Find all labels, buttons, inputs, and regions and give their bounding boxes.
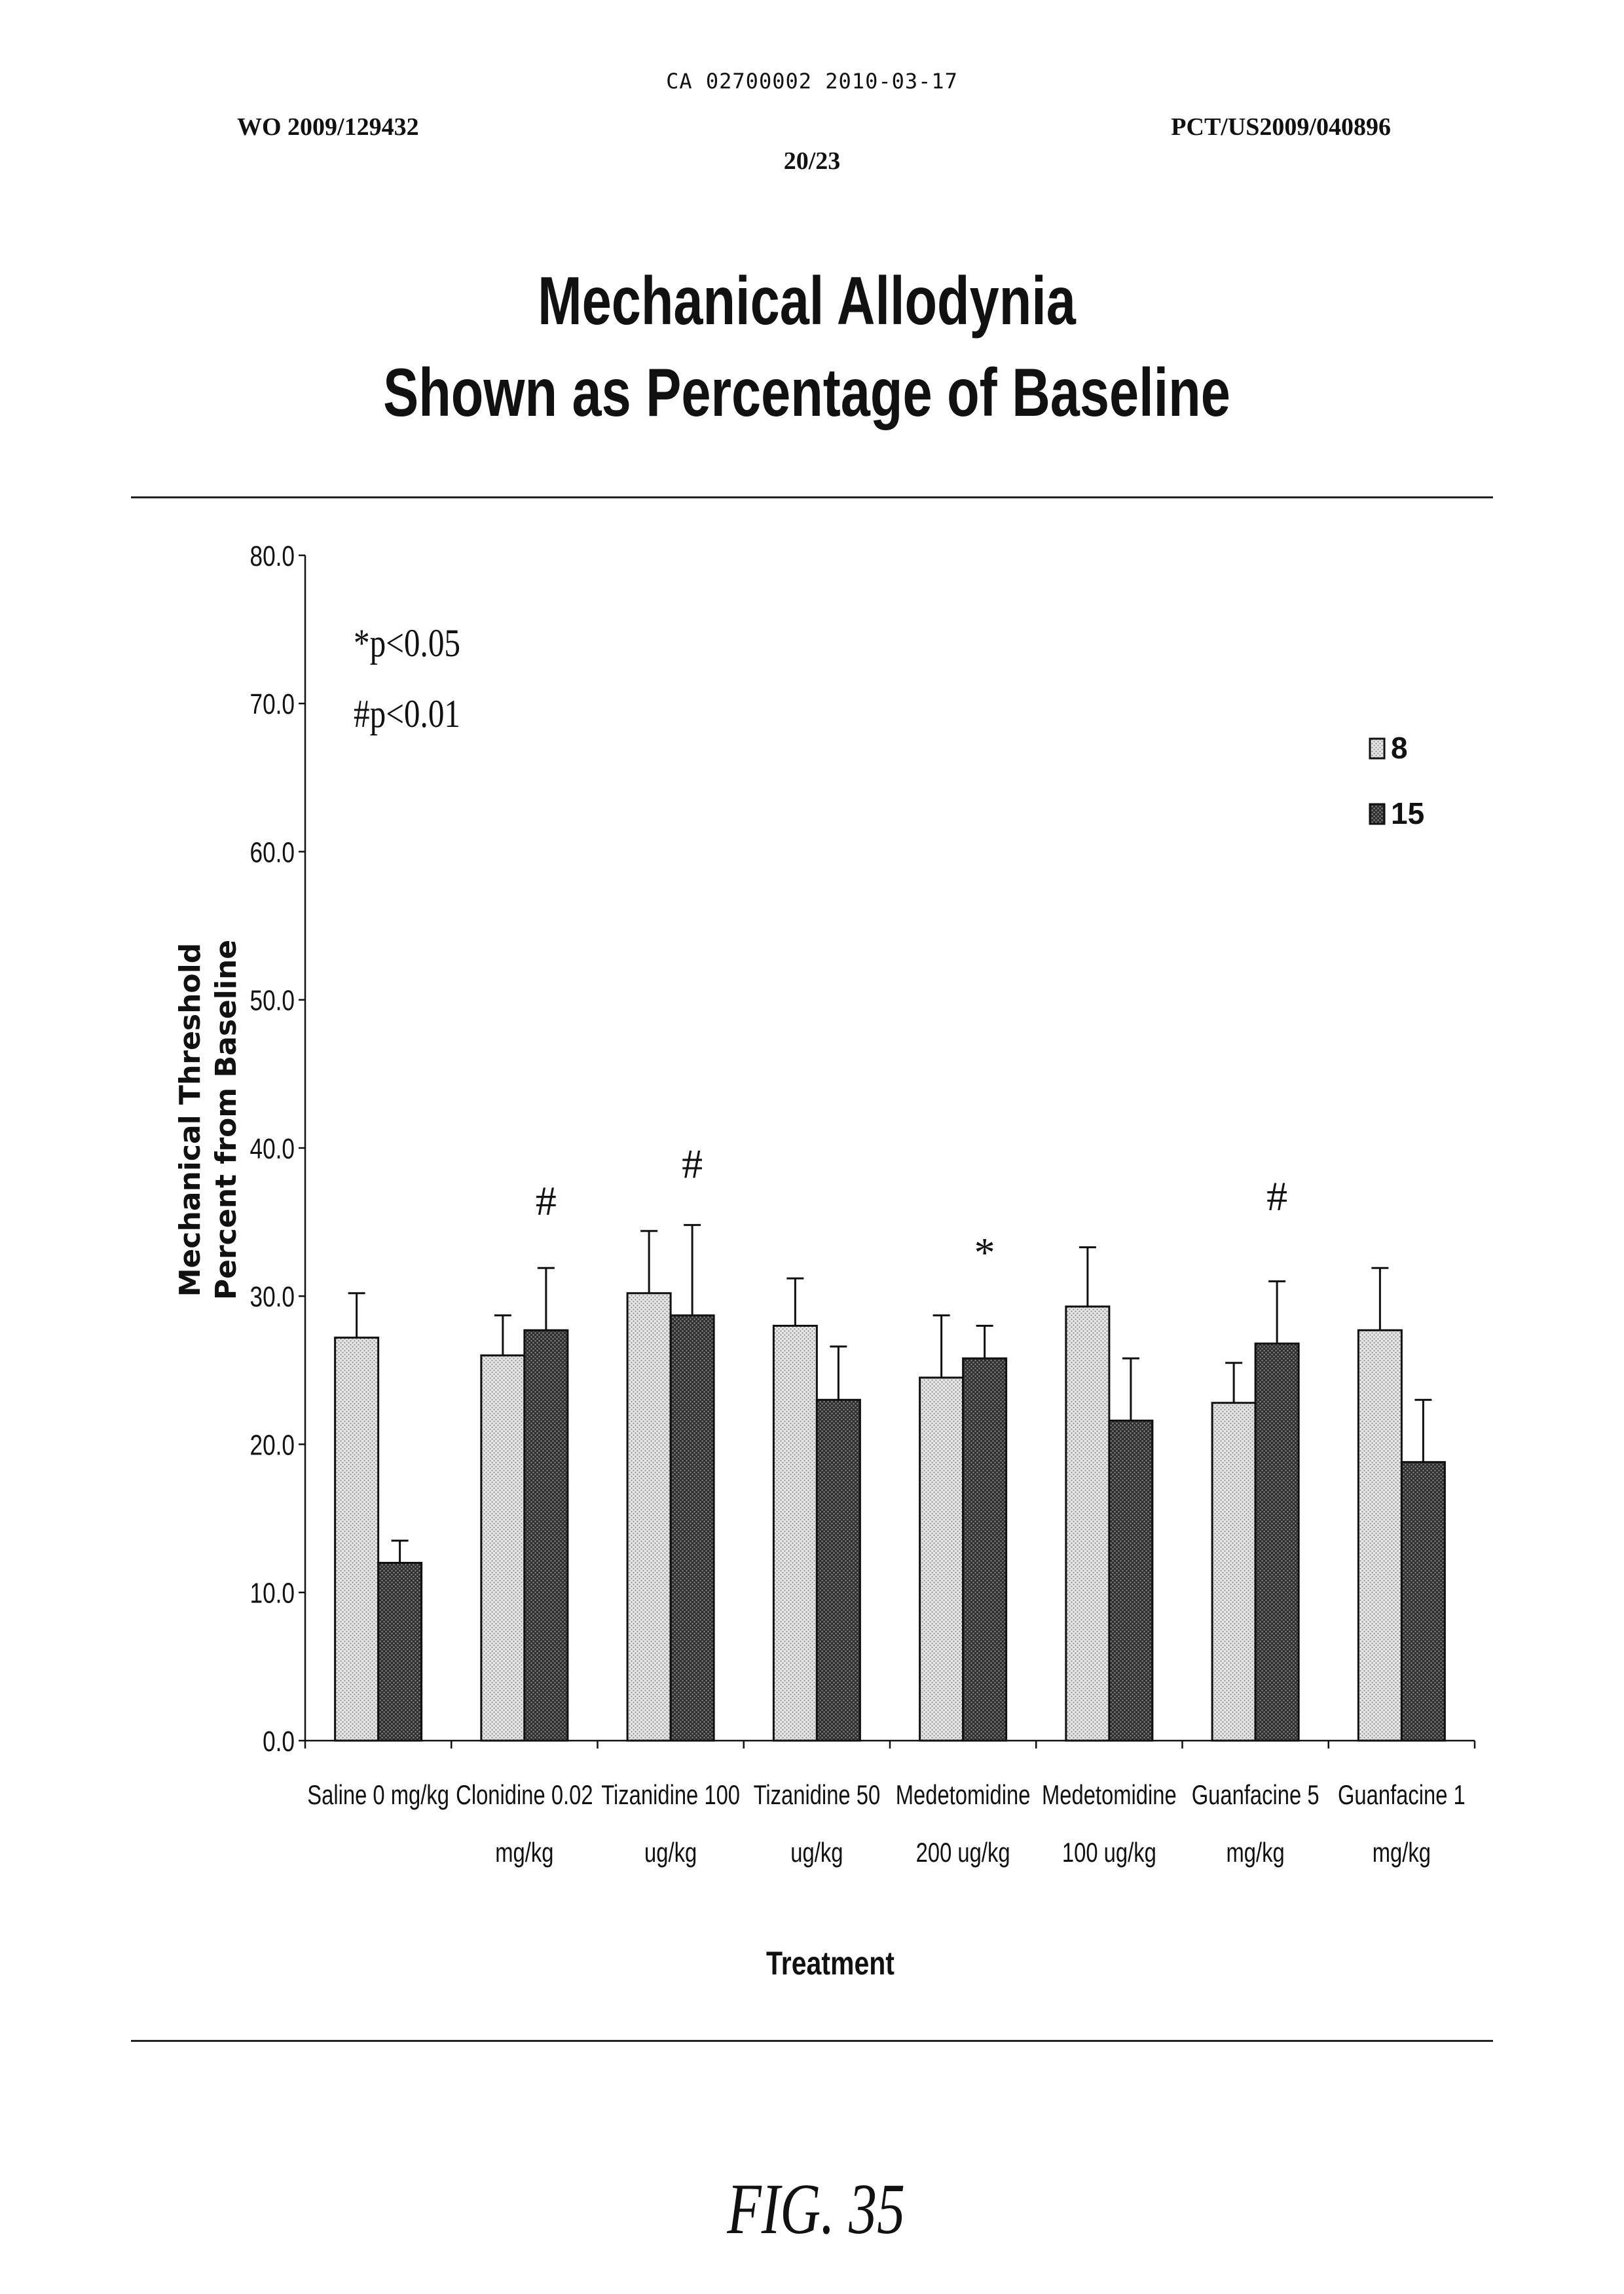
bar-series-8 xyxy=(481,1356,525,1741)
y-tick-label: 70.0 xyxy=(250,689,295,721)
significance-marker: # xyxy=(536,1177,557,1224)
y-tick-label: 10.0 xyxy=(250,1578,295,1610)
bar-series-15 xyxy=(525,1330,568,1741)
x-category-label: mg/kg xyxy=(1227,1837,1285,1868)
x-category-label: Medetomidine xyxy=(896,1779,1031,1810)
y-axis-title-line-2: Percent from Baseline xyxy=(210,940,243,1300)
significance-marker: # xyxy=(1266,1173,1287,1219)
bar-series-8 xyxy=(1212,1403,1255,1741)
significance-marker: # xyxy=(682,1140,703,1187)
p-value-annotation: #p<0.01 xyxy=(354,692,460,735)
bar-series-15 xyxy=(817,1400,860,1741)
y-tick-label: 50.0 xyxy=(250,985,295,1017)
bar-series-8 xyxy=(335,1338,378,1741)
y-axis-title-line-1: Mechanical Threshold xyxy=(174,943,207,1297)
bar-series-15 xyxy=(963,1358,1006,1741)
figure-label: FIG. 35 xyxy=(183,2168,1449,2251)
x-category-label: 100 ug/kg xyxy=(1062,1837,1156,1868)
bar-series-8 xyxy=(920,1378,963,1741)
x-category-label: Medetomidine xyxy=(1042,1779,1177,1810)
y-tick-label: 20.0 xyxy=(250,1430,295,1462)
x-category-label: Guanfacine 1 xyxy=(1338,1779,1466,1810)
x-axis-title: Treatment xyxy=(766,1945,895,1982)
x-category-label: ug/kg xyxy=(644,1837,697,1868)
bar-series-8 xyxy=(773,1326,817,1741)
p-value-annotation: *p<0.05 xyxy=(354,621,460,665)
x-category-label: Saline 0 mg/kg xyxy=(307,1779,449,1810)
legend-label-15: 15 xyxy=(1391,796,1424,830)
y-tick-label: 0.0 xyxy=(263,1726,295,1758)
bar-series-8 xyxy=(1066,1306,1109,1741)
x-category-label: Guanfacine 5 xyxy=(1192,1779,1320,1810)
y-tick-label: 30.0 xyxy=(250,1282,295,1314)
y-tick-label: 60.0 xyxy=(250,837,295,869)
significance-marker: * xyxy=(974,1229,995,1276)
x-category-label: Tizanidine 100 xyxy=(601,1779,740,1810)
legend-label-8: 8 xyxy=(1391,731,1408,765)
chart-title-line-1: Mechanical Allodynia xyxy=(538,263,1077,339)
x-category-label: mg/kg xyxy=(495,1837,553,1868)
x-category-label: Clonidine 0.02 xyxy=(456,1779,593,1810)
legend-swatch-15 xyxy=(1370,804,1384,824)
bar-series-8 xyxy=(627,1293,671,1741)
y-tick-label: 40.0 xyxy=(250,1133,295,1165)
legend-swatch-8 xyxy=(1370,739,1384,758)
y-tick-label: 80.0 xyxy=(250,540,295,572)
chart-title-line-2: Shown as Percentage of Baseline xyxy=(383,354,1230,430)
x-category-label: Tizanidine 50 xyxy=(754,1779,881,1810)
bar-series-15 xyxy=(671,1316,714,1741)
bar-series-15 xyxy=(378,1563,422,1741)
x-category-label: 200 ug/kg xyxy=(916,1837,1010,1868)
bar-series-8 xyxy=(1358,1330,1401,1741)
x-category-label: ug/kg xyxy=(790,1837,843,1868)
x-category-label: mg/kg xyxy=(1373,1837,1431,1868)
bar-series-15 xyxy=(1401,1462,1445,1741)
bar-series-15 xyxy=(1109,1420,1153,1741)
bar-series-15 xyxy=(1255,1344,1299,1741)
